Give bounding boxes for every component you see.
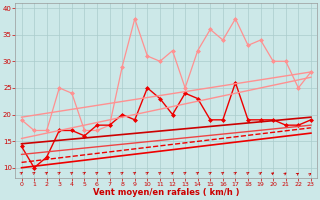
X-axis label: Vent moyen/en rafales ( km/h ): Vent moyen/en rafales ( km/h ) xyxy=(93,188,239,197)
